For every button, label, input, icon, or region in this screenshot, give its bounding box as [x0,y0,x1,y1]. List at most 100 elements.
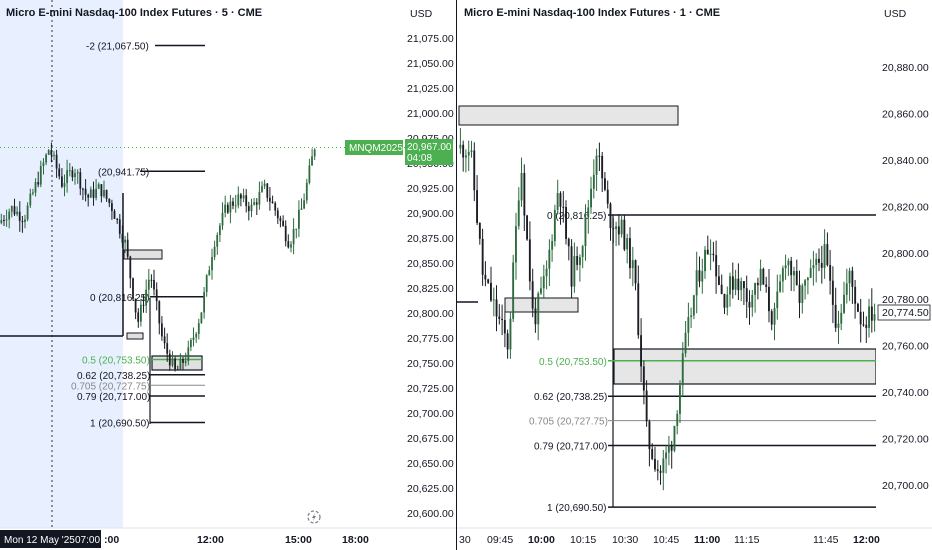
candle-body [721,285,723,294]
candle-body [540,288,542,293]
candle-body [11,206,13,212]
candle-body [140,305,142,322]
candle-body [612,228,614,229]
candle-body [826,244,828,265]
candle-body [874,314,876,320]
right-price-axis[interactable]: USD 20,880.00 20,860.00 20,840.00 20,820.00… [876,0,932,528]
candle-body [479,223,481,239]
right-zone-box-mid[interactable] [505,298,578,312]
right-fib-zone-box[interactable] [614,349,876,384]
candle-body [699,270,701,281]
candle-body [512,263,514,319]
candle-body [101,184,103,196]
right-last-price-label: 20,774.50 [882,307,929,319]
candle-body [56,155,58,169]
candle-body [103,190,105,196]
candle-body [576,256,578,265]
left-fib-zone-box[interactable] [152,356,202,370]
candle-body [43,163,45,166]
candle-body [846,283,848,294]
right-y-tick: 20,780.00 [882,294,929,306]
left-fib-level-label: 0.5 (20,753.50) [82,356,150,367]
right-y-tick: 20,800.00 [882,248,929,260]
left-time-axis[interactable]: 12:00 15:00 18:00 :00 Mon 12 May '25 07:00 [0,528,456,550]
candle-body [762,269,764,285]
candle-body [203,292,205,312]
candle-body [476,190,478,223]
left-y-tick: 20,675.00 [407,433,454,445]
candle-body [484,275,486,280]
symbol-tag: MNQM2025 [349,143,403,154]
left-x-tick: 12:00 [197,534,224,546]
candle-body [674,426,676,451]
left-zone-box-small[interactable] [127,333,143,339]
candle-body [868,307,870,328]
left-chart-pane[interactable]: -2 (21,067.50) (20,941.75) 0 (20,816.25) 0.… [0,0,405,528]
candle-body [93,190,95,198]
candle-body [72,170,74,177]
candle-body [740,281,742,290]
right-zone-box-top[interactable] [459,106,678,125]
right-y-tick: 20,740.00 [882,387,929,399]
right-x-tick: 09:45 [487,534,513,546]
candle-body [490,283,492,301]
left-price-axis[interactable]: USD 21,075.00 21,050.00 21,025.00 21,000.00… [405,0,456,528]
candle-body [860,312,862,325]
candle-body [498,317,500,319]
candle-body [754,283,756,295]
candle-body [129,257,131,279]
candle-body [623,220,625,250]
candle-body [813,265,815,268]
candle-body [523,173,525,216]
candle-body [156,289,158,301]
candle-body [543,276,545,288]
right-currency-label: USD [884,8,907,20]
candle-body [607,190,609,204]
candle-body [22,221,24,222]
candle-body [64,183,66,187]
candle-body [473,151,475,191]
candle-body [676,414,678,426]
candle-body [111,203,113,211]
candle-body [237,194,239,205]
candle-body [785,265,787,268]
candle-body [462,145,464,158]
replay-icon[interactable] [308,511,320,523]
candle-body [261,186,263,192]
candle-body [598,156,600,157]
right-x-tick: 30 [459,534,471,546]
candle-body [646,391,648,422]
candle-body [510,319,512,350]
candle-body [61,176,63,186]
candle-body [732,276,734,289]
candle-body [757,283,759,285]
candle-body [649,421,651,449]
left-y-tick: 20,825.00 [407,283,454,295]
candle-body [48,150,50,155]
right-time-axis[interactable]: 30 09:45 10:00 10:15 10:30 10:45 11:00 11:15 11:… [457,528,932,550]
candle-body [95,189,97,198]
candle-body [515,226,517,262]
candle-body [665,453,667,459]
candle-body [640,335,642,366]
right-chart-pane[interactable]: 0 (20,816.25) 0.5 (20,753.50) 0.62 (20,738… [457,7,876,514]
candle-body [529,239,531,281]
candle-body [779,281,781,291]
candle-body [148,280,150,290]
candle-body [45,155,47,163]
right-y-tick: 20,720.00 [882,434,929,446]
candle-body [172,359,174,366]
candle-body [193,338,195,341]
candle-body [274,203,276,210]
candle-body [301,209,303,210]
right-fib-level-label: 1 (20,690.50) [547,503,607,514]
candle-body [710,254,712,255]
candle-body [116,219,118,220]
candle-body [526,216,528,240]
left-y-tick: 20,625.00 [407,483,454,495]
candle-body [590,189,592,208]
candle-body [704,250,706,271]
candle-body [751,295,753,308]
right-x-tick: 11:45 [813,534,839,546]
